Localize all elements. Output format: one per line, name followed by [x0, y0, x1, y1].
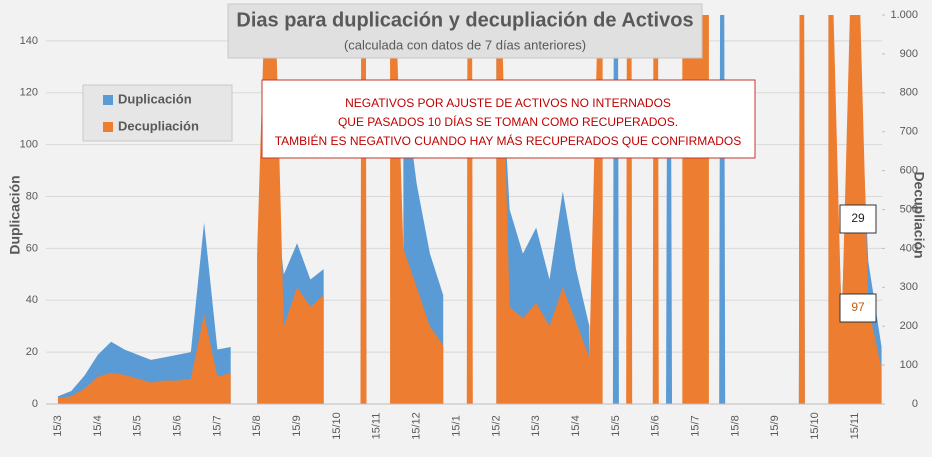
value-label: 97: [851, 300, 865, 314]
title-box: [227, 3, 703, 59]
area: [58, 314, 231, 404]
axes: 0 20 40 60 80 100 120 140 0 100 200 300 400 500 600 700…: [20, 9, 918, 440]
annotation: NEGATIVOS POR AJUSTE DE ACTIVOS NO INTER…: [345, 96, 671, 110]
area: [612, 15, 619, 404]
y2-tick-label: 100: [900, 359, 918, 371]
x-tick-label: 15/5: [132, 415, 144, 436]
x-tick-label: 15/8: [729, 415, 741, 436]
x-tick-label: 15/10: [809, 412, 821, 440]
x-tick-label: 15/10: [331, 412, 343, 440]
y2-tick-label: 0: [912, 398, 918, 410]
y2-tick-label: 800: [900, 87, 918, 99]
y-tick-label: 60: [26, 242, 38, 254]
annotation: TAMBIÉN ES NEGATIVO CUANDO HAY MÁS RECUP…: [275, 133, 742, 148]
area: [626, 15, 633, 404]
y2-tick-label: 300: [900, 281, 918, 293]
annotation: QUE PASADOS 10 DÍAS SE TOMAN COMO RECUPE…: [338, 114, 678, 129]
x-tick-label: 15/11: [371, 413, 383, 440]
legend-swatch: [103, 122, 113, 132]
area: [652, 15, 659, 404]
value-label: 29: [851, 211, 865, 225]
x-tick-label: 15/7: [211, 415, 223, 436]
area: [666, 92, 673, 404]
x-tick-label: 15/1: [450, 415, 462, 436]
y-tick-label: 80: [26, 190, 38, 202]
y-axis-title: Duplicación: [7, 175, 23, 254]
legend-label: Duplicación: [118, 91, 192, 106]
x-tick-label: 15/6: [650, 415, 662, 436]
area: [682, 15, 709, 404]
x-tick-label: 15/4: [92, 415, 104, 436]
x-tick-label: 15/6: [171, 415, 183, 436]
y2-tick-label: 900: [900, 48, 918, 60]
area: [798, 15, 805, 404]
legend-label: Decupliación: [118, 118, 199, 133]
x-tick-label: 15/4: [570, 415, 582, 436]
x-tick-label: 15/12: [411, 412, 423, 440]
chart-title: Dias para duplicación y decupliación de …: [236, 9, 693, 31]
y-tick-label: 120: [20, 87, 38, 99]
y-tick-label: 100: [20, 139, 38, 151]
annotation-box: [261, 79, 756, 159]
x-tick-label: 15/11: [849, 413, 861, 440]
y-tick-label: 40: [26, 294, 38, 306]
y2-axis-title: Decupliación: [911, 171, 927, 258]
area: [496, 15, 603, 404]
y2-tick-label: 400: [900, 242, 918, 254]
x-tick-label: 15/9: [291, 415, 303, 436]
x-tick-label: 15/9: [769, 415, 781, 436]
x-tick-label: 15/8: [251, 415, 263, 436]
y-tick-label: 0: [32, 398, 38, 410]
y2-tick-label: 700: [900, 126, 918, 138]
x-tick-label: 15/7: [690, 415, 702, 436]
y2-tick-label: 200: [900, 320, 918, 332]
value-label-box: [839, 204, 877, 234]
y-tick-label: 140: [20, 35, 38, 47]
y-tick-label: 20: [26, 346, 38, 358]
y2-tick-label: 600: [900, 165, 918, 177]
x-tick-label: 15/2: [490, 415, 502, 436]
area: [719, 15, 726, 404]
value-label-box: [839, 293, 877, 323]
y2-tick-label: 500: [900, 203, 918, 215]
area: [466, 15, 473, 404]
area: [390, 15, 444, 404]
legend-swatch: [103, 95, 113, 105]
area: [360, 15, 367, 404]
x-tick-label: 15/5: [610, 415, 622, 436]
x-tick-label: 15/3: [52, 415, 64, 436]
y2-tick-label: 1.000: [890, 9, 918, 21]
chart-subtitle: (calculada con datos de 7 días anteriore…: [344, 37, 586, 52]
x-tick-label: 15/3: [530, 415, 542, 436]
area: [58, 222, 231, 404]
